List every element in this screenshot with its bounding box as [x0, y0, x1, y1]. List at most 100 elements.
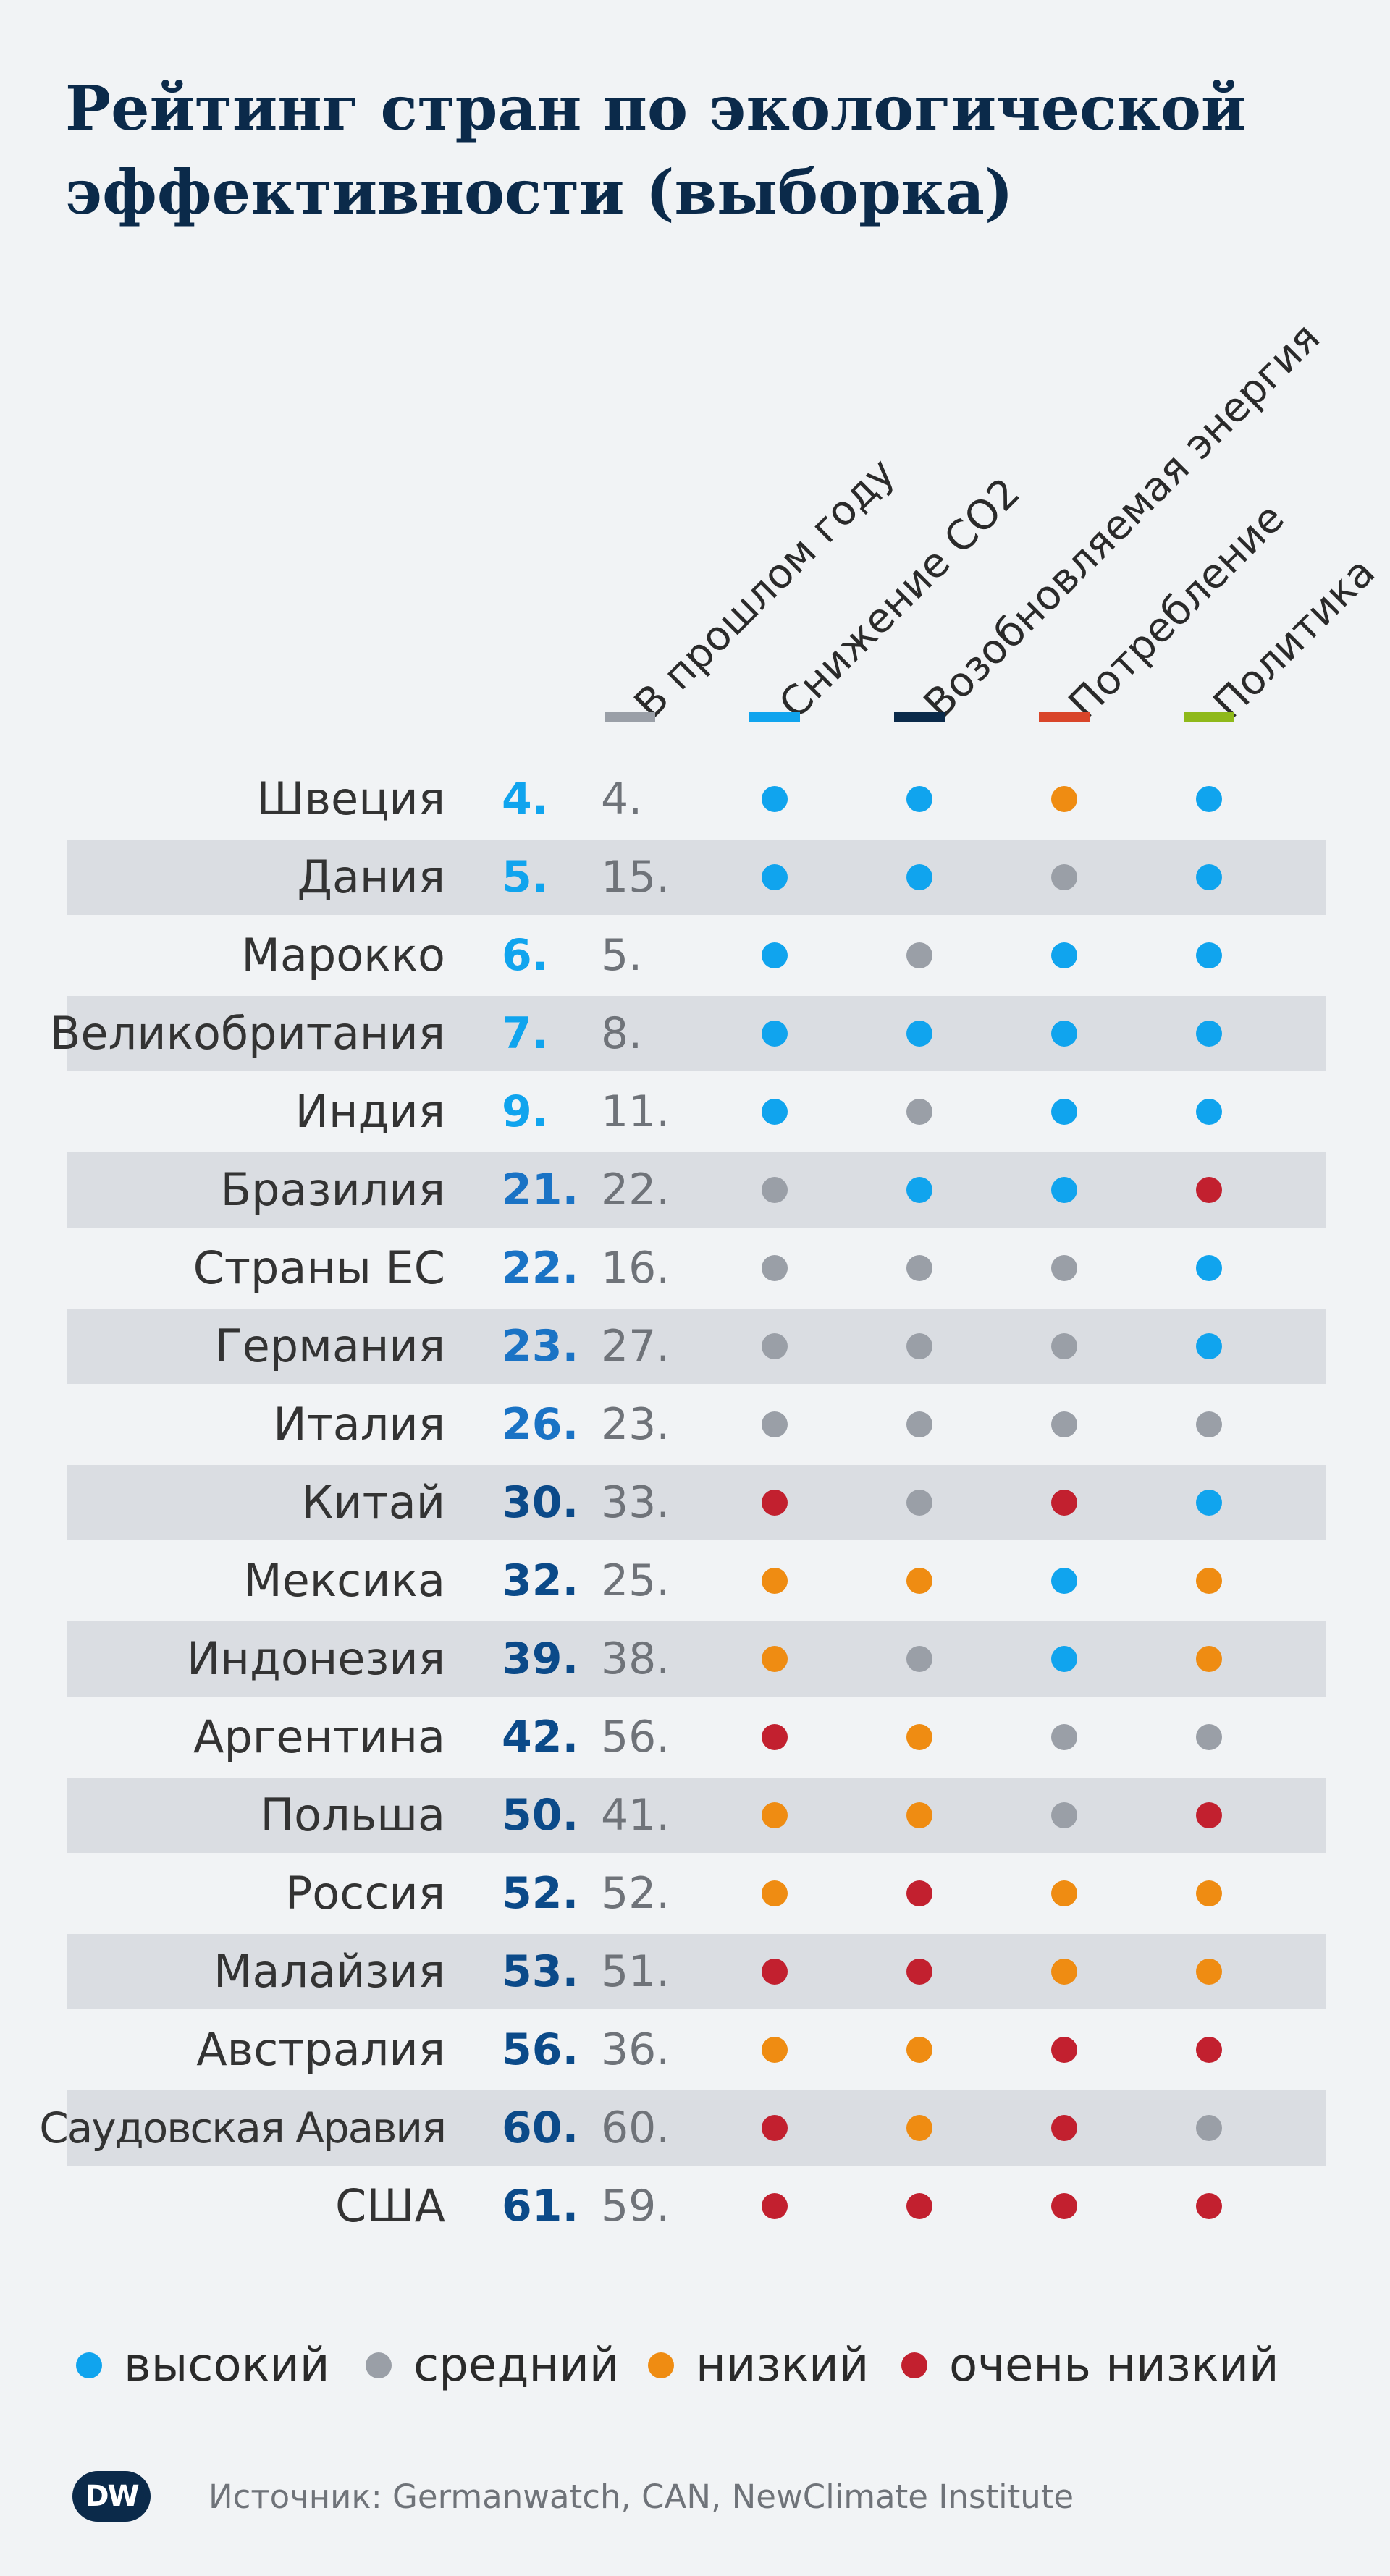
- legend-dot-low: [648, 2352, 674, 2378]
- rating-dot: [1196, 1880, 1222, 1906]
- table-row: Австралия 56. 36.: [0, 2012, 1390, 2090]
- table-row: Россия 52. 52.: [0, 1856, 1390, 1934]
- rating-dot: [1051, 1490, 1077, 1516]
- previous-rank: 27.: [601, 1321, 670, 1372]
- rating-dot: [762, 1099, 788, 1125]
- rating-dot: [1051, 786, 1077, 812]
- rating-dot: [762, 1724, 788, 1750]
- rating-dot: [1196, 1490, 1222, 1516]
- rating-dot: [1051, 1802, 1077, 1828]
- rating-dot: [1051, 1177, 1077, 1203]
- current-rank: 42.: [502, 1712, 579, 1762]
- previous-rank: 16.: [601, 1243, 670, 1293]
- rating-dot: [762, 2193, 788, 2219]
- rating-dot: [1051, 2037, 1077, 2063]
- table-row: Марокко 6. 5.: [0, 918, 1390, 996]
- rating-dot: [906, 1959, 932, 1985]
- rating-dot: [906, 786, 932, 812]
- current-rank: 9.: [502, 1086, 549, 1137]
- previous-rank: 25.: [601, 1555, 670, 1606]
- table-row: Индонезия 39. 38.: [0, 1621, 1390, 1699]
- current-rank: 26.: [502, 1399, 579, 1450]
- country-name: Китай: [301, 1476, 445, 1529]
- current-rank: 30.: [502, 1477, 579, 1528]
- legend-label-very_low: очень низкий: [949, 2339, 1279, 2392]
- rating-dot: [906, 864, 932, 890]
- rating-dot: [1051, 1646, 1077, 1672]
- rating-dot: [1051, 1333, 1077, 1359]
- rating-dot: [1051, 2115, 1077, 2141]
- rating-dot: [1051, 1099, 1077, 1125]
- country-name: Индия: [295, 1085, 445, 1138]
- rating-dot: [762, 942, 788, 968]
- rating-dot: [1196, 2037, 1222, 2063]
- table-row: Германия 23. 27.: [0, 1309, 1390, 1387]
- rating-dot: [906, 1646, 932, 1672]
- rating-dot: [762, 1568, 788, 1594]
- country-name: Великобритания: [49, 1007, 445, 1060]
- rating-dot: [762, 1959, 788, 1985]
- rating-dot: [1051, 1411, 1077, 1437]
- current-rank: 6.: [502, 930, 549, 981]
- rating-dot: [1196, 942, 1222, 968]
- rating-dot: [1051, 1880, 1077, 1906]
- country-name: Аргентина: [193, 1710, 445, 1763]
- rating-dot: [1196, 864, 1222, 890]
- rating-dot: [1051, 1959, 1077, 1985]
- rating-dot: [1196, 1411, 1222, 1437]
- current-rank: 5.: [502, 852, 549, 903]
- legend-dot-very_low: [901, 2352, 927, 2378]
- rating-dot: [906, 1021, 932, 1047]
- rating-dot: [1051, 1021, 1077, 1047]
- table-row: Китай 30. 33.: [0, 1465, 1390, 1543]
- rating-dot: [906, 1802, 932, 1828]
- rating-dot: [906, 1490, 932, 1516]
- previous-rank: 36.: [601, 2024, 670, 2075]
- table-row: Швеция 4. 4.: [0, 761, 1390, 840]
- current-rank: 39.: [502, 1634, 579, 1684]
- previous-rank: 22.: [601, 1165, 670, 1215]
- country-name: Швеция: [256, 772, 445, 825]
- country-name: Саудовская Аравия: [39, 2103, 447, 2153]
- rating-dot: [1196, 2115, 1222, 2141]
- table-row: Бразилия 21. 22.: [0, 1152, 1390, 1230]
- legend-label-medium: средний: [413, 2339, 620, 2392]
- current-rank: 50.: [502, 1790, 579, 1841]
- table-row: Польша 50. 41.: [0, 1778, 1390, 1856]
- table-row: Малайзия 53. 51.: [0, 1934, 1390, 2012]
- rating-dot: [1051, 1724, 1077, 1750]
- rating-dot: [1196, 1099, 1222, 1125]
- dw-logo: DW: [72, 2471, 151, 2522]
- country-name: Индонезия: [187, 1632, 445, 1685]
- rating-dot: [762, 1880, 788, 1906]
- rating-dot: [1196, 1724, 1222, 1750]
- legend-label-low: низкий: [696, 2339, 869, 2392]
- rating-dot: [906, 2037, 932, 2063]
- rating-dot: [906, 1255, 932, 1281]
- previous-rank: 15.: [601, 852, 670, 903]
- current-rank: 22.: [502, 1243, 579, 1293]
- country-name: Малайзия: [214, 1945, 445, 1998]
- country-name: Италия: [273, 1398, 445, 1450]
- rating-dot: [762, 864, 788, 890]
- previous-rank: 33.: [601, 1477, 670, 1528]
- ranking-table: Швеция 4. 4. Дания 5. 15. Марокко 6. 5. Великобри…: [0, 761, 1390, 2247]
- table-row: Страны ЕС 22. 16.: [0, 1230, 1390, 1309]
- current-rank: 4.: [502, 774, 549, 824]
- current-rank: 56.: [502, 2024, 579, 2075]
- rating-dot: [906, 1177, 932, 1203]
- column-color-bar-3: [894, 712, 945, 722]
- rating-dot: [1196, 1959, 1222, 1985]
- previous-rank: 38.: [601, 1634, 670, 1684]
- rating-dot: [1196, 2193, 1222, 2219]
- rating-dot: [1196, 1568, 1222, 1594]
- previous-rank: 60.: [601, 2103, 670, 2153]
- table-row: Великобритания 7. 8.: [0, 996, 1390, 1074]
- rating-dot: [762, 1646, 788, 1672]
- table-row: Италия 26. 23.: [0, 1387, 1390, 1465]
- country-name: Германия: [214, 1319, 445, 1372]
- rating-dot: [1051, 2193, 1077, 2219]
- previous-rank: 59.: [601, 2181, 670, 2231]
- country-name: Страны ЕС: [193, 1241, 445, 1294]
- legend-label-high: высокий: [124, 2339, 330, 2392]
